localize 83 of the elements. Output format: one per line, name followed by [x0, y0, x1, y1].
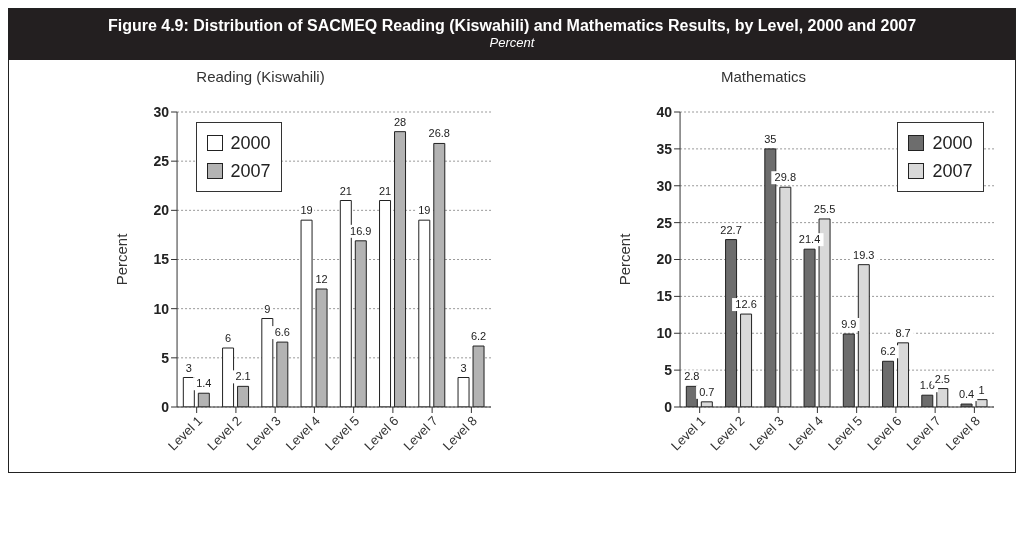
data-label: 0.4 — [958, 388, 974, 401]
bar — [724, 239, 737, 407]
bar — [417, 219, 430, 407]
data-label: 19.3 — [852, 248, 875, 261]
y-tick-label: 30 — [655, 177, 672, 194]
data-label: 2.8 — [683, 370, 699, 383]
data-label: 21.4 — [798, 233, 820, 246]
data-label: 8.7 — [894, 326, 911, 339]
data-label: 16.9 — [349, 224, 372, 237]
y-tick-label: 25 — [655, 214, 672, 231]
y-tick-label: 35 — [655, 140, 672, 157]
y-tick-label: 10 — [655, 325, 672, 342]
bar — [354, 240, 367, 407]
data-label: 26.8 — [428, 127, 450, 140]
bar — [896, 342, 909, 407]
legend-label: 2007 — [230, 160, 271, 183]
data-label: 3 — [459, 361, 467, 374]
y-tick-label: 40 — [655, 103, 672, 120]
bar — [300, 219, 313, 407]
bar — [393, 131, 406, 407]
bar — [236, 385, 249, 407]
data-label: 2.5 — [934, 372, 950, 385]
data-label: 19 — [299, 204, 313, 217]
y-tick-label: 0 — [663, 398, 672, 415]
chart-title: Mathematics — [720, 68, 807, 87]
data-label: 22.7 — [719, 223, 742, 236]
y-tick-label: 15 — [152, 251, 169, 268]
legend-label: 2007 — [932, 160, 973, 183]
bar — [881, 360, 894, 407]
data-label: 21 — [378, 184, 391, 197]
data-label: 25.5 — [813, 202, 835, 215]
data-label: 9.9 — [840, 317, 856, 330]
bar — [935, 388, 948, 407]
y-tick-label: 30 — [152, 103, 169, 120]
y-tick-label: 20 — [152, 202, 169, 219]
bar — [700, 401, 713, 407]
bar — [778, 186, 791, 407]
y-tick-label: 10 — [152, 300, 169, 317]
data-label: 12 — [314, 273, 328, 285]
bar — [763, 148, 776, 407]
data-label: 19 — [417, 204, 430, 217]
data-label: 1 — [977, 383, 985, 396]
data-label: 6.2 — [879, 345, 896, 358]
data-label: 29.8 — [774, 171, 796, 184]
bar — [739, 313, 752, 407]
y-tick-label: 25 — [152, 153, 169, 170]
y-tick-label: 0 — [160, 398, 169, 415]
data-label: 1.4 — [195, 377, 211, 390]
data-label: 6.6 — [274, 326, 290, 339]
bar — [472, 345, 485, 407]
bar — [315, 288, 328, 407]
data-label: 35 — [763, 132, 776, 145]
bar — [975, 399, 988, 407]
data-label: 12.6 — [734, 298, 757, 311]
bar — [803, 248, 816, 407]
caption: Figure 4.9: Distribution of SACMEQ Reading (Kiswahili) and Mathematics Results, by Level, 2000 and 2007 — [106, 17, 918, 35]
data-label: 2.1 — [234, 370, 251, 383]
data-label: 28 — [393, 115, 406, 128]
bar — [842, 333, 855, 407]
bar — [920, 394, 933, 407]
bar — [378, 200, 391, 407]
data-label: 6 — [224, 332, 231, 344]
bar — [197, 392, 210, 407]
bar — [275, 341, 288, 407]
y-axis-title: Percent — [615, 232, 633, 286]
bar — [818, 218, 831, 407]
text: Percent — [488, 35, 536, 50]
y-tick-label: 20 — [655, 251, 672, 268]
bar — [960, 403, 973, 407]
legend-label: 2000 — [932, 132, 973, 155]
y-tick-label: 5 — [160, 349, 169, 366]
data-label: 9 — [263, 302, 270, 315]
bar — [857, 264, 870, 407]
data-label: 6.2 — [470, 330, 486, 343]
y-tick-label: 5 — [663, 362, 672, 379]
data-label: 21 — [339, 184, 352, 197]
data-label: 0.7 — [698, 385, 714, 398]
bar — [457, 377, 470, 407]
chart-title: Reading (Kiswahili) — [195, 68, 326, 87]
data-label: 3 — [185, 361, 192, 374]
y-tick-label: 15 — [655, 288, 672, 305]
legend-label: 2000 — [230, 132, 271, 155]
y-axis-title: Percent — [112, 232, 130, 286]
